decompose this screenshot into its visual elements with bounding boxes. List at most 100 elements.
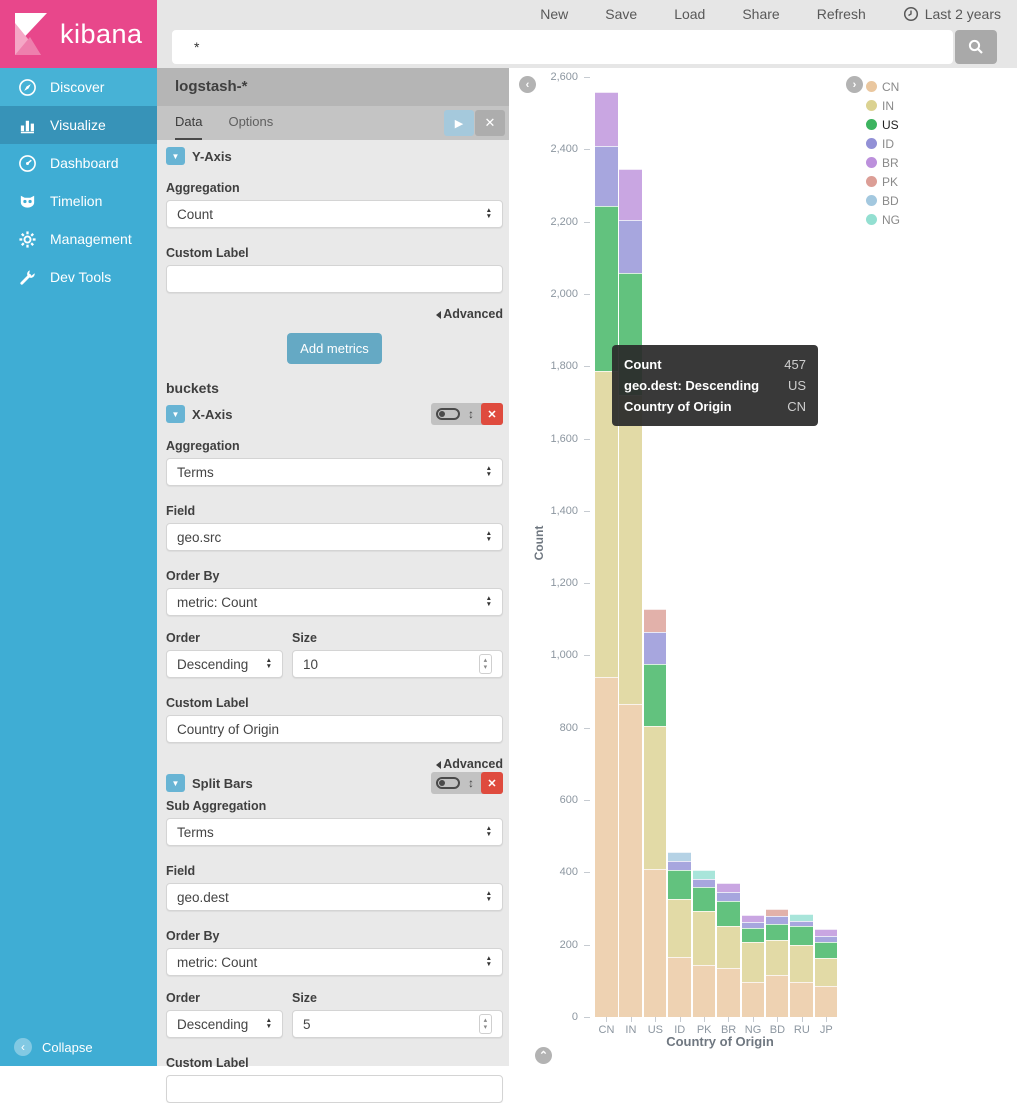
move-updown-icon[interactable]: ↕	[468, 407, 474, 421]
time-picker[interactable]: Last 2 years	[903, 6, 1001, 22]
split-bars-order-select[interactable]: Descending ▲ ▼	[166, 1010, 283, 1038]
bar-segment-JP-US[interactable]	[814, 941, 838, 959]
remove-bucket-button[interactable]: ✕	[481, 772, 503, 794]
disable-toggle[interactable]	[436, 408, 460, 420]
bar-segment-RU-IN[interactable]	[790, 945, 813, 982]
sidebar-item-visualize[interactable]: Visualize	[0, 106, 157, 144]
sidebar-item-management[interactable]: Management	[0, 220, 157, 258]
bar-segment-ID-IN[interactable]	[668, 899, 691, 957]
bar-segment-US-CN[interactable]	[643, 869, 667, 1017]
discard-changes-button[interactable]: ✕	[475, 110, 505, 136]
x-axis-custom-label-input[interactable]	[177, 721, 492, 737]
bar-segment-BD-IN[interactable]	[765, 940, 789, 976]
y-axis-aggregation-select[interactable]: Count ▲ ▼	[166, 200, 503, 228]
bar-segment-PK-ID[interactable]	[692, 878, 716, 887]
bar-segment-ID-CN[interactable]	[668, 956, 691, 1017]
number-stepper[interactable]: ▴ ▾	[478, 654, 492, 674]
bar-segment-JP-CN[interactable]	[814, 985, 838, 1017]
bar-segment-US-ID[interactable]	[643, 631, 667, 665]
bar-segment-BR-BR[interactable]	[717, 882, 740, 892]
number-stepper[interactable]: ▴ ▾	[478, 1014, 492, 1034]
legend-item-NG[interactable]: NG	[866, 210, 900, 229]
bar-segment-BD-US[interactable]	[765, 924, 789, 941]
bar-segment-BR-CN[interactable]	[717, 967, 740, 1017]
split-bars-field-select[interactable]: geo.dest ▲ ▼	[166, 883, 503, 911]
bar-segment-PK-CN[interactable]	[692, 964, 716, 1017]
legend-item-IN[interactable]: IN	[866, 96, 900, 115]
move-updown-icon[interactable]: ↕	[468, 776, 474, 790]
split-bars-size-input[interactable]	[303, 1016, 479, 1032]
bar-segment-CN-US[interactable]	[595, 205, 618, 371]
bar-segment-ID-ID[interactable]	[668, 861, 691, 870]
refresh-button[interactable]: Refresh	[816, 6, 866, 22]
bar-segment-NG-BR[interactable]	[741, 915, 765, 922]
bar-segment-NG-CN[interactable]	[741, 981, 765, 1017]
bar-segment-NG-US[interactable]	[741, 928, 765, 942]
bar-segment-RU-ID[interactable]	[790, 920, 813, 926]
bar-segment-NG-IN[interactable]	[741, 941, 765, 982]
bar-segment-CN-ID[interactable]	[595, 145, 618, 206]
share-button[interactable]: Share	[742, 6, 780, 22]
query-input[interactable]	[172, 30, 953, 64]
bar-segment-RU-CN[interactable]	[790, 981, 813, 1017]
bar-segment-BD-CN[interactable]	[765, 975, 789, 1017]
search-button[interactable]	[955, 30, 997, 64]
chevron-down-icon[interactable]: ▼	[166, 405, 185, 423]
x-axis-field-select[interactable]: geo.src ▲ ▼	[166, 523, 503, 551]
chevron-up-icon[interactable]: ⌃	[535, 1047, 552, 1064]
bar-segment-IN-CN[interactable]	[619, 703, 642, 1017]
split-bars-custom-label-input[interactable]	[177, 1081, 492, 1097]
remove-bucket-button[interactable]: ✕	[481, 403, 503, 425]
sidebar-item-dashboard[interactable]: Dashboard	[0, 144, 157, 182]
x-axis-aggregation-select[interactable]: Terms ▲ ▼	[166, 458, 503, 486]
bar-segment-CN-BR[interactable]	[595, 91, 618, 146]
bar-segment-BR-ID[interactable]	[717, 891, 740, 901]
bar-segment-BD-ID[interactable]	[765, 916, 789, 925]
bar-segment-IN-IN[interactable]	[619, 395, 642, 704]
legend-item-ID[interactable]: ID	[866, 134, 900, 153]
split-bars-aggregation-select[interactable]: Terms ▲ ▼	[166, 818, 503, 846]
tab-options[interactable]: Options	[228, 114, 274, 129]
bar-segment-BR-IN[interactable]	[717, 925, 740, 968]
legend-item-PK[interactable]: PK	[866, 172, 900, 191]
advanced-toggle[interactable]: Advanced	[166, 307, 503, 321]
split-bars-order-by-select[interactable]: metric: Count ▲ ▼	[166, 948, 503, 976]
bar-segment-US-PK[interactable]	[643, 609, 667, 632]
legend-item-BR[interactable]: BR	[866, 153, 900, 172]
bar-segment-PK-US[interactable]	[692, 886, 716, 912]
sidebar-item-discover[interactable]: Discover	[0, 68, 157, 106]
sidebar-item-timelion[interactable]: Timelion	[0, 182, 157, 220]
sidebar-item-dev-tools[interactable]: Dev Tools	[0, 258, 157, 296]
bar-segment-US-IN[interactable]	[643, 725, 667, 870]
advanced-toggle[interactable]: Advanced	[166, 757, 503, 771]
bar-segment-US-US[interactable]	[643, 664, 667, 726]
bar-segment-NG-ID[interactable]	[741, 921, 765, 929]
bar-segment-CN-CN[interactable]	[595, 677, 618, 1017]
chevron-left-icon[interactable]: ‹	[519, 76, 536, 93]
bar-segment-ID-US[interactable]	[668, 869, 691, 900]
bar-segment-JP-BR[interactable]	[814, 929, 838, 936]
bar-segment-ID-BD[interactable]	[668, 852, 691, 862]
legend-item-BD[interactable]: BD	[866, 191, 900, 210]
kibana-logo-block[interactable]: kibana	[0, 0, 157, 68]
chevron-down-icon[interactable]: ▼	[166, 774, 185, 792]
y-axis-custom-label-input[interactable]	[177, 271, 492, 287]
bar-segment-PK-NG[interactable]	[692, 869, 716, 879]
x-axis-order-by-select[interactable]: metric: Count ▲ ▼	[166, 588, 503, 616]
bar-segment-CN-IN[interactable]	[595, 370, 618, 678]
bar-segment-JP-IN[interactable]	[814, 958, 838, 986]
bar-segment-RU-NG[interactable]	[790, 913, 813, 921]
x-axis-size-input[interactable]	[303, 656, 479, 672]
new-button[interactable]: New	[540, 6, 569, 22]
chevron-right-icon[interactable]: ›	[846, 76, 863, 93]
bar-segment-PK-IN[interactable]	[692, 911, 716, 965]
add-metrics-button[interactable]: Add metrics	[287, 333, 382, 364]
bar-segment-BD-PK[interactable]	[765, 908, 789, 917]
save-button[interactable]: Save	[605, 6, 638, 22]
bar-segment-JP-ID[interactable]	[814, 936, 838, 942]
bar-segment-IN-BR[interactable]	[619, 169, 642, 221]
tab-data[interactable]: Data	[175, 106, 203, 140]
apply-changes-button[interactable]: ▶	[444, 110, 474, 136]
bar-segment-BR-US[interactable]	[717, 900, 740, 926]
bar-segment-RU-US[interactable]	[790, 925, 813, 946]
